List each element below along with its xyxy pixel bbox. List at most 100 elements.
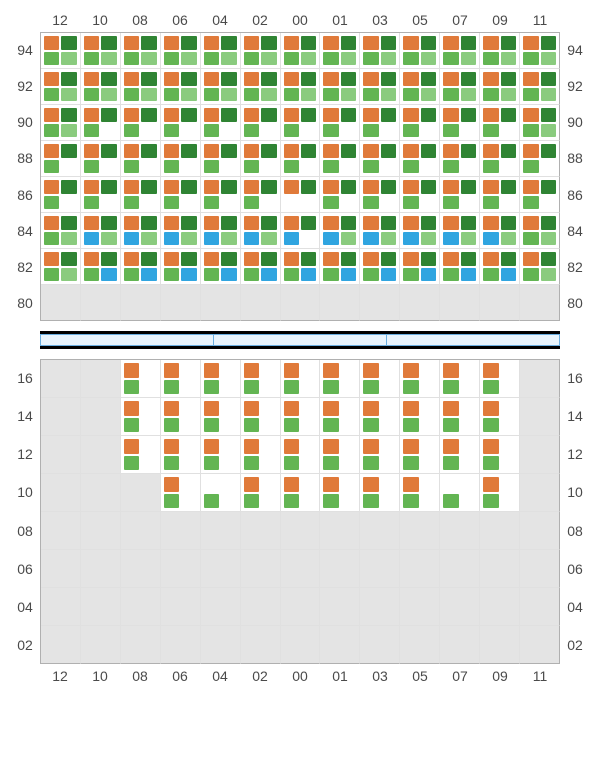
value-square [381,72,396,86]
value-square [483,439,498,454]
value-square [221,268,236,282]
grid-cell [400,588,440,626]
value-square [181,456,196,471]
value-square [61,232,76,246]
grid-cell [320,436,360,474]
value-square [244,494,259,509]
value-square [301,180,316,194]
value-square [363,477,378,492]
value-square [84,108,99,122]
value-square [443,144,458,158]
value-square [443,418,458,433]
grid-cell [360,105,400,141]
row-label: 94 [560,32,590,68]
grid-cell [161,398,201,436]
grid-cell [440,177,480,213]
value-square [261,418,276,433]
value-square [501,418,516,433]
value-square [141,252,156,266]
value-square [501,232,516,246]
value-square [141,196,156,210]
grid-cell [241,141,281,177]
value-square [124,380,139,395]
grid-cell [41,285,81,321]
value-square [301,52,316,66]
grid-cell [241,626,281,664]
value-square [363,439,378,454]
value-square [61,124,76,138]
value-square [164,494,179,509]
value-square [301,363,316,378]
col-label: 01 [320,12,360,28]
grid-cell [121,69,161,105]
grid-cell [520,177,560,213]
value-square [381,108,396,122]
row-label: 80 [560,285,590,321]
value-square [261,144,276,158]
value-square [541,108,556,122]
grid-cell [440,285,480,321]
value-square [381,252,396,266]
value-square [244,124,259,138]
value-square [483,401,498,416]
value-square [461,52,476,66]
value-square [541,52,556,66]
grid-cell [161,213,201,249]
value-square [541,88,556,102]
value-square [261,380,276,395]
grid-cell [241,588,281,626]
value-square [381,216,396,230]
value-square [261,232,276,246]
grid-cell [440,436,480,474]
grid-cell [440,588,480,626]
col-label: 04 [200,668,240,684]
value-square [483,72,498,86]
grid-cell [400,360,440,398]
grid-cell [320,249,360,285]
value-square [124,456,139,471]
value-square [244,180,259,194]
value-square [541,216,556,230]
col-label: 10 [80,12,120,28]
value-square [221,52,236,66]
value-square [443,494,458,509]
grid-cell [161,360,201,398]
value-square [421,124,436,138]
grid-cell [161,285,201,321]
value-square [244,196,259,210]
value-square [141,180,156,194]
value-square [164,180,179,194]
grid-cell [480,249,520,285]
value-square [284,72,299,86]
value-square [44,216,59,230]
grid-cell [360,177,400,213]
grid-cell [201,512,241,550]
value-square [443,52,458,66]
value-square [141,216,156,230]
value-square [461,477,476,492]
value-square [421,180,436,194]
value-square [403,108,418,122]
value-square [381,196,396,210]
grid-cell [281,249,321,285]
grid-cell [241,249,281,285]
value-square [403,439,418,454]
grid-cell [400,141,440,177]
grid-cell [320,550,360,588]
value-square [501,144,516,158]
value-square [164,252,179,266]
value-square [204,180,219,194]
grid-cell [400,177,440,213]
value-square [44,52,59,66]
grid-cell [400,213,440,249]
row-label: 16 [10,359,40,397]
value-square [443,439,458,454]
grid-cell [320,33,360,69]
grid-cell [281,626,321,664]
grid-cell [400,436,440,474]
value-square [261,268,276,282]
lower-grid [40,359,560,664]
value-square [244,72,259,86]
value-square [323,108,338,122]
value-square [61,88,76,102]
